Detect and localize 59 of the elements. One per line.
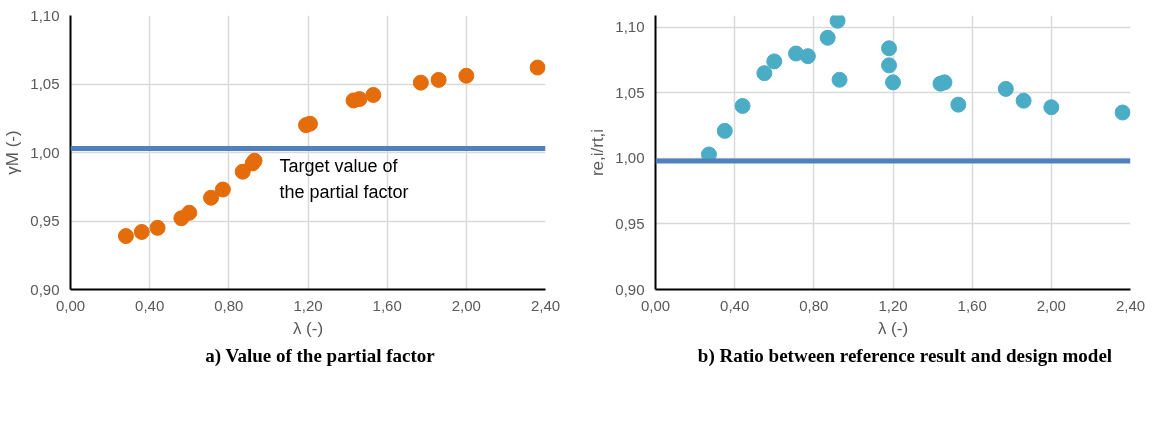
point <box>831 71 848 88</box>
x-tick-label: 1,20 <box>878 296 908 314</box>
x-tick-label: 0,00 <box>55 296 86 314</box>
x-tick-label: 0,80 <box>214 296 244 314</box>
x-tick-label: 0,40 <box>135 296 165 314</box>
y-tick-label: 0,95 <box>615 214 645 232</box>
point <box>234 163 251 180</box>
point <box>950 96 967 113</box>
point <box>829 15 846 29</box>
point <box>766 53 783 70</box>
point <box>203 189 220 206</box>
x-axis-title: λ (-) <box>292 318 324 338</box>
point <box>799 48 816 65</box>
y-tick-label: 0,90 <box>615 280 645 298</box>
x-tick-label: 1,20 <box>293 296 323 314</box>
point <box>716 122 733 139</box>
x-axis-title: λ (-) <box>877 318 909 338</box>
y-tick-label: 0,95 <box>30 212 60 229</box>
text: b) Ratio between reference result and design model <box>697 345 1113 366</box>
point <box>1114 104 1131 121</box>
x-tick-label: 0,00 <box>640 296 671 314</box>
point <box>1043 99 1060 116</box>
point <box>997 80 1014 97</box>
x-tick-label: 0,80 <box>799 296 829 314</box>
text: a) Value of the partial factor <box>205 345 435 366</box>
y-tick-label: 1,10 <box>615 18 645 36</box>
x-tick-label: 2,40 <box>530 296 561 314</box>
x-tick-label: 1,60 <box>957 296 987 314</box>
point <box>412 74 429 91</box>
x-tick-label: 2,00 <box>451 296 481 314</box>
point <box>181 204 198 221</box>
point <box>1015 92 1032 109</box>
point <box>756 65 773 82</box>
ref-line-label: Target value of the partial factor <box>279 156 409 203</box>
point <box>734 97 751 114</box>
point <box>430 71 447 88</box>
point <box>149 219 166 236</box>
point <box>365 86 382 103</box>
x-tick-label: 2,40 <box>1115 296 1146 314</box>
x-tick-label: 2,00 <box>1036 296 1066 314</box>
point <box>458 67 475 84</box>
y-axis-title: γM (-) <box>3 130 23 175</box>
point <box>881 40 898 57</box>
y-tick-label: 1,05 <box>30 75 60 92</box>
y-axis-title: re,i/rt,i <box>588 128 608 177</box>
y-tick-label: 0,90 <box>30 280 60 298</box>
point <box>214 181 231 198</box>
y-tick-label: 1,05 <box>615 83 645 101</box>
point <box>819 29 836 46</box>
point <box>133 223 150 240</box>
point <box>529 59 546 76</box>
y-tick-label: 1,10 <box>30 6 60 24</box>
y-tick-label: 1,00 <box>30 143 60 161</box>
point <box>885 74 901 91</box>
point <box>117 228 134 245</box>
x-tick-label: 1,60 <box>372 296 402 314</box>
point <box>881 57 898 74</box>
x-tick-label: 0,40 <box>720 296 750 314</box>
y-tick-label: 1,00 <box>615 149 645 167</box>
